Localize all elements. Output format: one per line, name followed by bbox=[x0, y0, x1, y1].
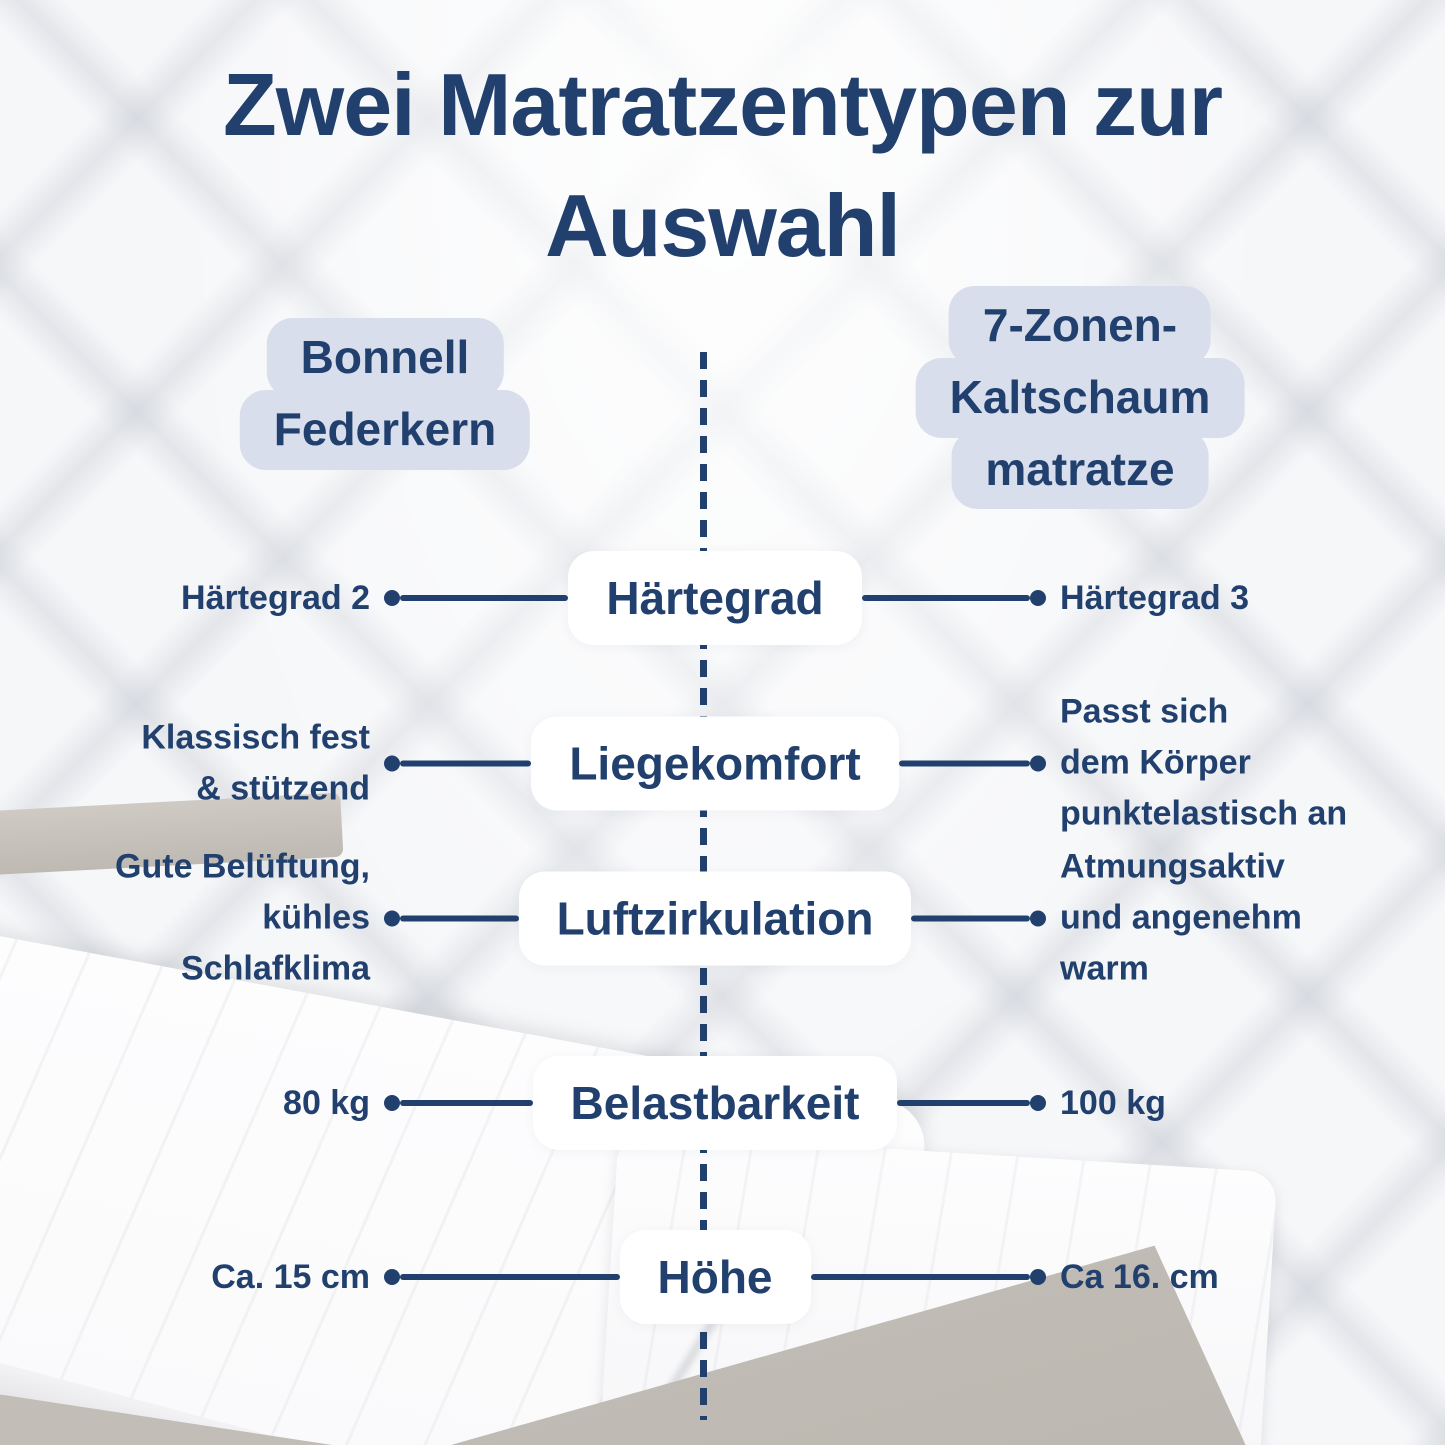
connector-line bbox=[911, 915, 1031, 921]
connector-dot bbox=[1030, 1095, 1047, 1111]
connector-line bbox=[861, 595, 1031, 601]
column-header-right-line3: matratze bbox=[951, 429, 1209, 510]
left-value: Gute Belüftung, kühles Schlafklima bbox=[115, 847, 370, 988]
connector-line bbox=[810, 1274, 1030, 1280]
right-value: 100 kg bbox=[1060, 1083, 1166, 1122]
connector-dot bbox=[384, 1269, 400, 1285]
left-value: Klassisch fest & stützend bbox=[141, 718, 370, 807]
connector-line bbox=[400, 1100, 533, 1106]
connector-dot bbox=[384, 1095, 400, 1111]
page-title: Zwei Matratzentypen zur Auswahl bbox=[0, 44, 1445, 287]
connector-dot bbox=[384, 755, 400, 771]
comparison-row-haertegrad: Härtegrad 2 Härtegrad Härtegrad 3 bbox=[115, 551, 1390, 645]
column-header-right-line1: 7-Zonen- bbox=[948, 286, 1212, 366]
right-value: Ca 16. cm bbox=[1060, 1257, 1219, 1296]
feature-pill: Belastbarkeit bbox=[532, 1056, 898, 1150]
left-value: Härtegrad 2 bbox=[181, 578, 370, 617]
right-value: Härtegrad 3 bbox=[1060, 578, 1249, 617]
feature-pill: Liegekomfort bbox=[531, 716, 899, 810]
column-header-left-line1: Bonnell bbox=[266, 318, 504, 398]
right-value: Passt sich dem Körper punktelastisch an bbox=[1060, 692, 1348, 833]
right-value: Atmungsaktiv und angenehm warm bbox=[1060, 847, 1302, 988]
column-header-kaltschaummatratze: 7-Zonen- Kaltschaum matratze bbox=[915, 286, 1245, 510]
page-title-line1: Zwei Matratzentypen zur bbox=[223, 55, 1223, 154]
connector-line bbox=[400, 760, 532, 766]
connector-line bbox=[897, 1100, 1031, 1106]
connector-dot bbox=[1030, 910, 1047, 926]
connector-dot bbox=[384, 910, 400, 926]
connector-dot bbox=[1030, 1269, 1046, 1285]
feature-pill: Härtegrad bbox=[568, 551, 862, 645]
comparison-row-luftzirkulation: Gute Belüftung, kühles Schlafklima Luftz… bbox=[115, 842, 1390, 995]
connector-dot bbox=[1030, 755, 1046, 771]
left-value: Ca. 15 cm bbox=[211, 1257, 370, 1296]
comparison-row-hoehe: Ca. 15 cm Höhe Ca 16. cm bbox=[115, 1230, 1390, 1324]
connector-line bbox=[400, 595, 569, 601]
connector-line bbox=[400, 915, 519, 921]
connector-line bbox=[400, 1274, 620, 1280]
connector-line bbox=[898, 760, 1030, 766]
column-header-bonnell-federkern: Bonnell Federkern bbox=[239, 318, 531, 470]
feature-pill: Luftzirkulation bbox=[518, 871, 912, 965]
comparison-row-belastbarkeit: 80 kg Belastbarkeit 100 kg bbox=[115, 1056, 1390, 1150]
comparison-row-liegekomfort: Klassisch fest & stützend Liegekomfort P… bbox=[115, 687, 1390, 840]
connector-dot bbox=[1030, 590, 1047, 606]
column-header-left-line2: Federkern bbox=[239, 389, 531, 470]
connector-dot bbox=[384, 590, 400, 606]
feature-pill: Höhe bbox=[619, 1230, 811, 1324]
page-title-line2: Auswahl bbox=[545, 176, 901, 276]
left-value: 80 kg bbox=[283, 1083, 370, 1122]
column-header-right-line2: Kaltschaum bbox=[915, 357, 1245, 438]
